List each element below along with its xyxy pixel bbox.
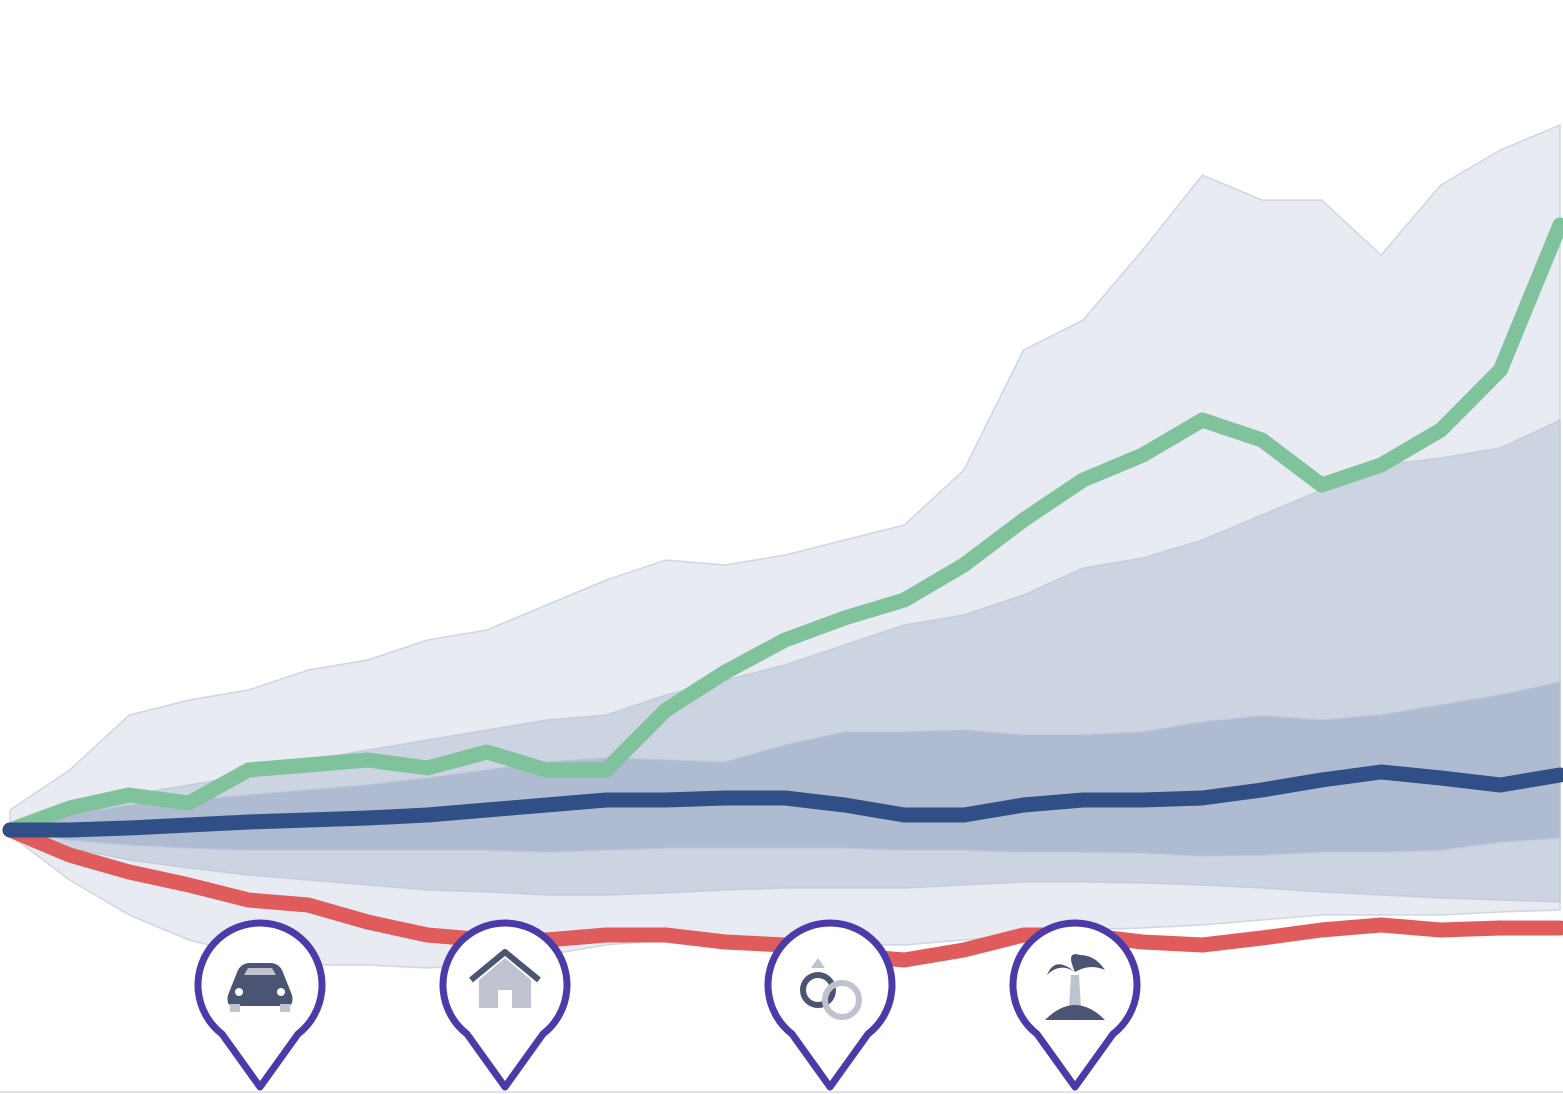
palm-pin[interactable]: [1009, 919, 1141, 1091]
scenario-line: [2, 764, 1563, 838]
house-icon: [469, 949, 541, 1008]
plot: [2, 123, 1563, 969]
car-pin[interactable]: [194, 919, 326, 1091]
house-pin[interactable]: [439, 919, 571, 1091]
scenario-line: [2, 217, 1563, 838]
event-pins: [194, 919, 1141, 1091]
palm-icon: [1045, 954, 1105, 1020]
rings-pin[interactable]: [764, 919, 896, 1091]
rings-icon: [800, 958, 862, 1020]
car-icon: [227, 963, 293, 1012]
pin: [764, 919, 896, 1091]
